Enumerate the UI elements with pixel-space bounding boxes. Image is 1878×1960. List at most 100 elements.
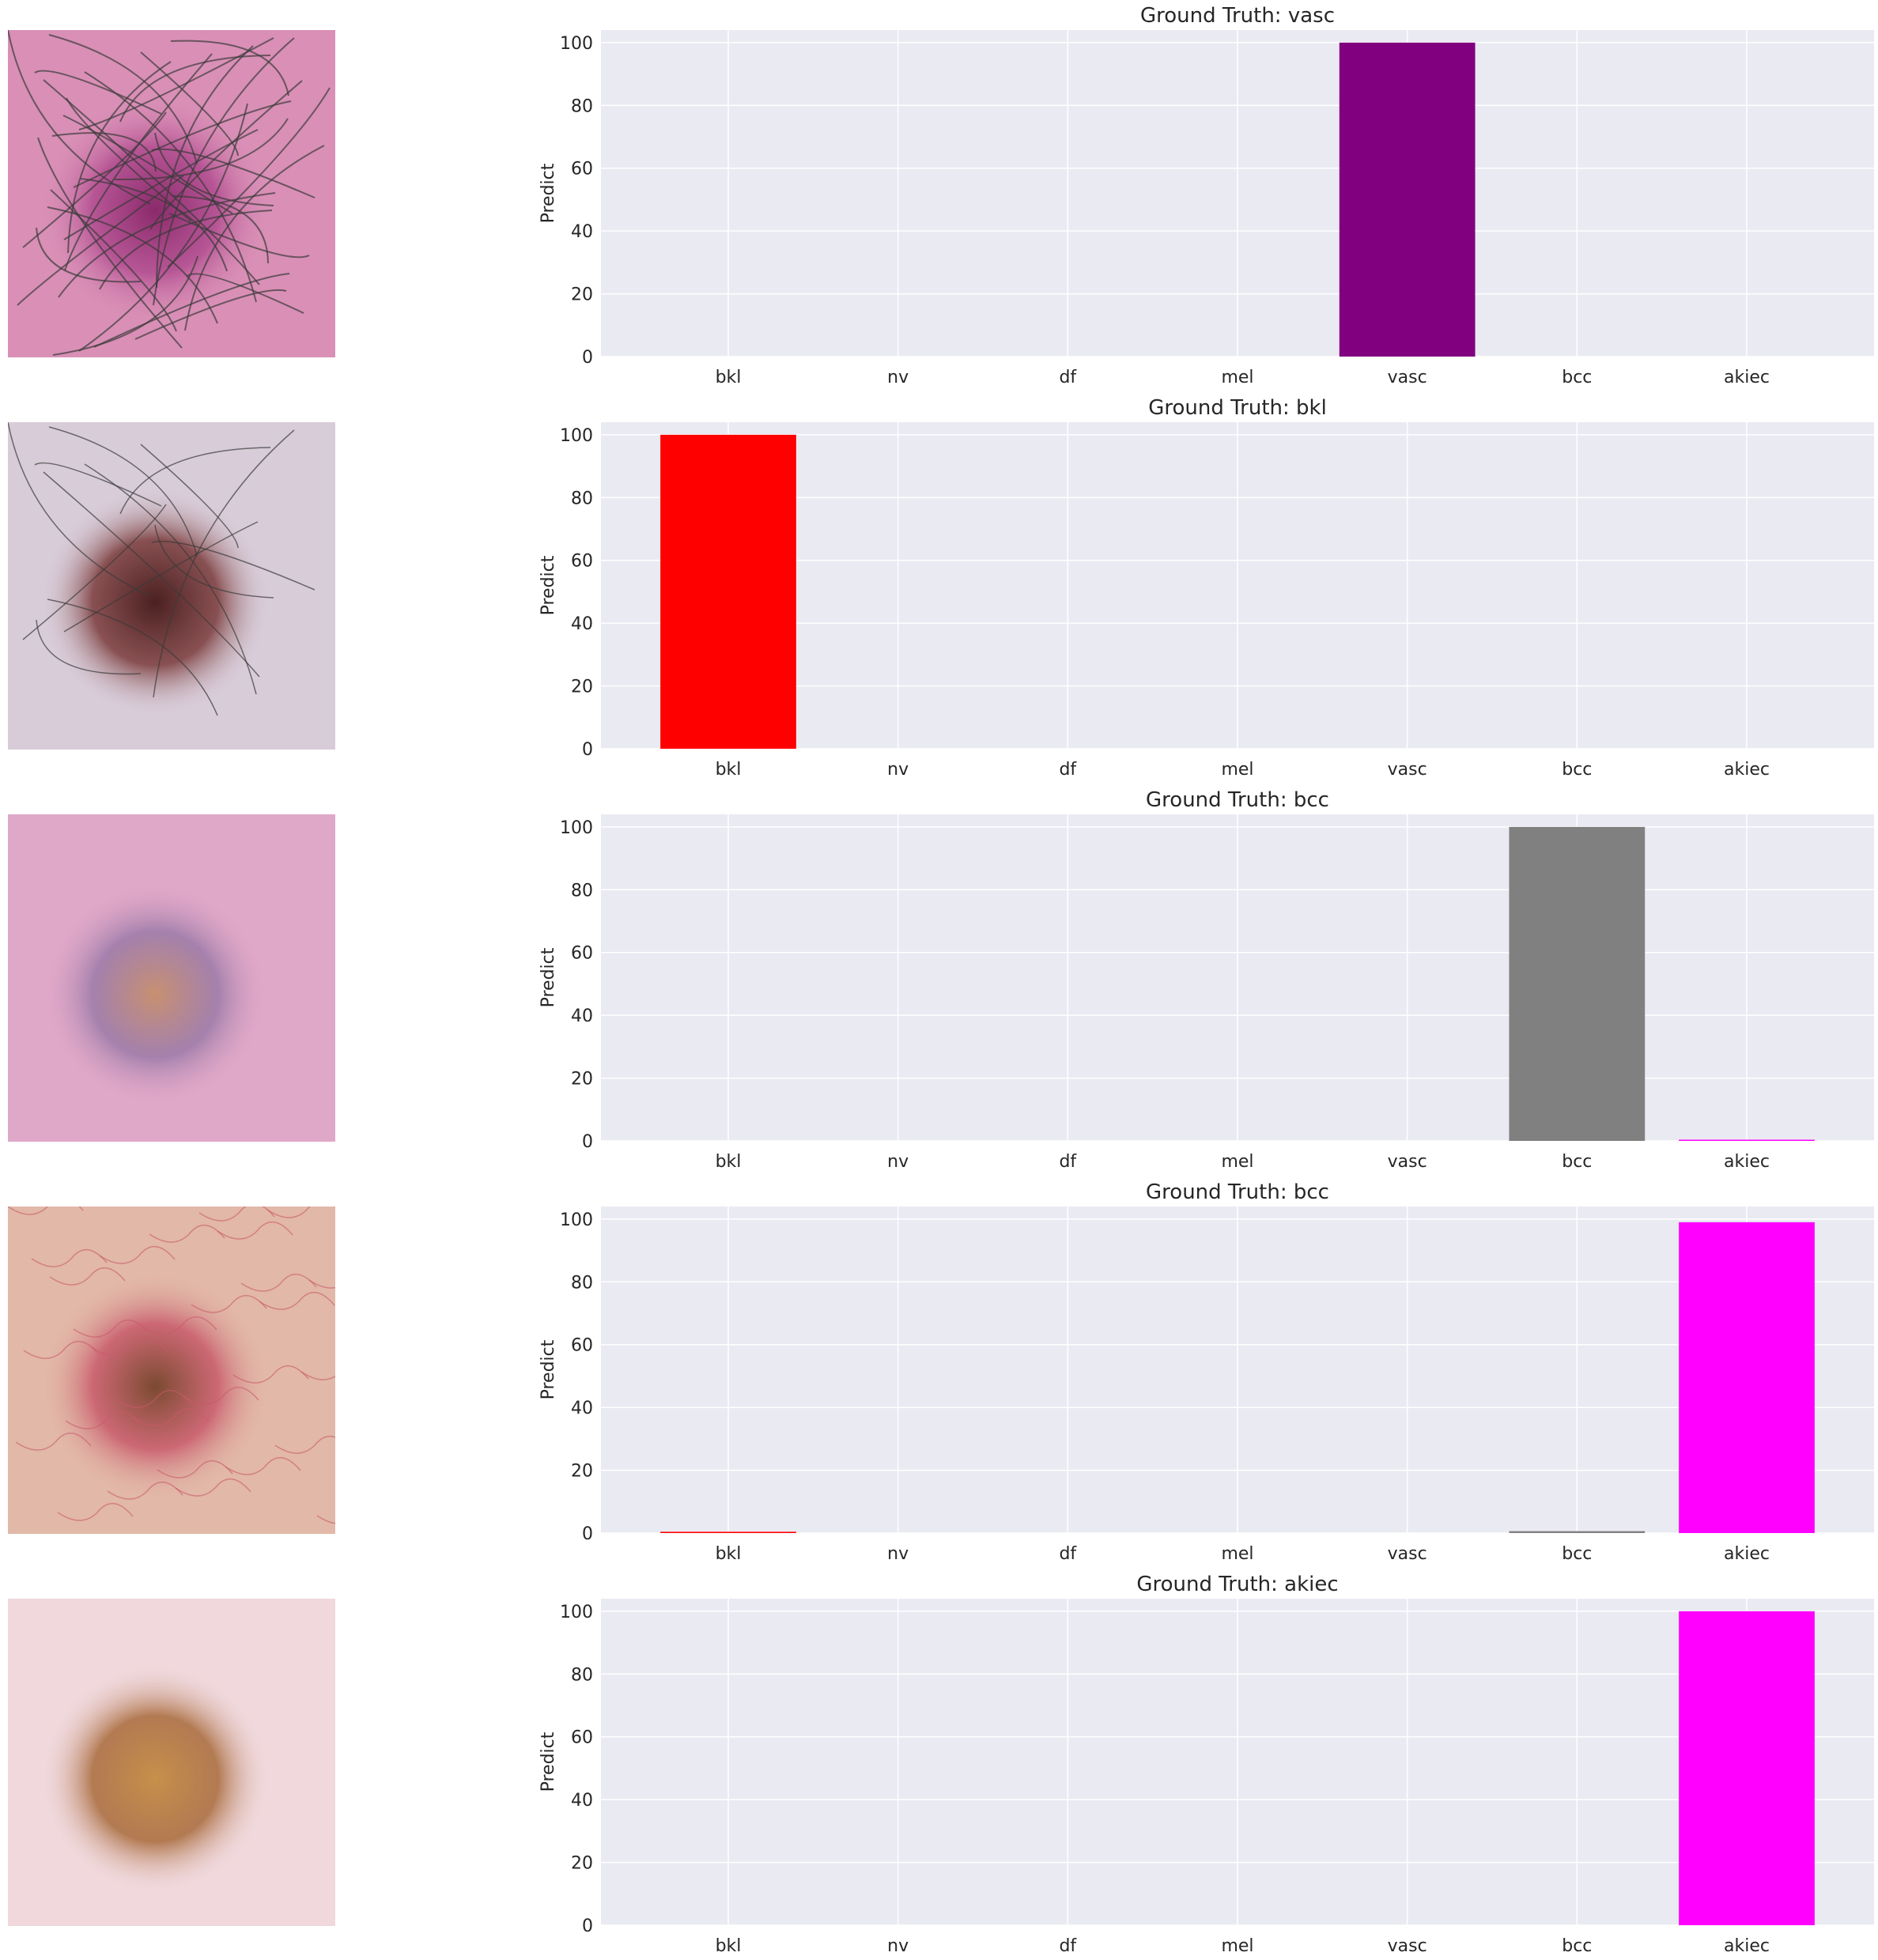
lesion-area [8, 1207, 335, 1534]
hair-strand [153, 37, 295, 306]
hair-strand [63, 521, 259, 633]
chart-row-4: 0 20 40 60 80 100 bkl nv df mel vasc bcc akiec Ground… [0, 1176, 1878, 1568]
x-tick-label: nv [887, 368, 909, 387]
vessel [49, 1267, 126, 1286]
vessel [31, 1249, 108, 1267]
y-tick-label: 60 [571, 944, 593, 964]
vessel [232, 1365, 309, 1384]
vessel [8, 1207, 84, 1215]
y-tick-label: 60 [571, 160, 593, 179]
hair-strand [119, 447, 271, 515]
hair-strand [63, 129, 259, 240]
lesion-photo-bcc-1 [8, 814, 335, 1142]
hair-strand [50, 189, 177, 332]
y-tick-label: 80 [571, 96, 593, 116]
hair-strand [62, 115, 233, 214]
hair-strand [52, 255, 198, 356]
x-tick-label: mel [1221, 1936, 1253, 1956]
x-tick-label: bkl [716, 760, 742, 780]
x-tick-label: vasc [1388, 368, 1427, 387]
y-tick-label: 80 [571, 489, 593, 508]
lesion-area [8, 814, 335, 1142]
hair-strand [64, 53, 213, 271]
y-tick-label: 100 [560, 426, 593, 446]
chart-row-3: 0 20 40 60 80 100 bkl nv df mel vasc bcc akiec Ground… [0, 784, 1878, 1176]
y-tick-label: 0 [582, 1132, 593, 1152]
vessel [300, 1371, 335, 1380]
hair-strand [151, 148, 316, 198]
vessel [99, 1246, 176, 1264]
bar-akiec [1679, 1222, 1815, 1533]
y-axis-label: Predict [538, 1732, 558, 1792]
chart-title: Ground Truth: akiec [1136, 1573, 1338, 1596]
y-tick-label: 100 [560, 1603, 593, 1622]
bar-chart-3: 0 20 40 60 80 100 bkl nv df mel vasc bcc akiec Ground… [538, 788, 1874, 1172]
hair-strand [58, 192, 276, 298]
vessel [225, 1457, 301, 1475]
hair-strand [43, 471, 260, 678]
lesion-area [8, 422, 335, 750]
x-tick-label: bcc [1562, 368, 1592, 387]
hair-strand [48, 34, 198, 164]
hair-strand [47, 206, 218, 324]
x-tick-label: akiec [1724, 368, 1770, 387]
y-tick-label: 20 [571, 678, 593, 697]
hair-strand [8, 30, 151, 205]
bar-bkl [660, 1531, 796, 1533]
x-tick-label: vasc [1388, 760, 1427, 780]
x-tick-label: akiec [1724, 1936, 1770, 1956]
hair-strand [151, 541, 316, 591]
x-tick-label: df [1059, 760, 1077, 780]
x-tick-label: bcc [1562, 760, 1592, 780]
bar-chart-2: 0 20 40 60 80 100 bkl nv df mel vasc bcc akiec Ground… [538, 396, 1874, 780]
y-tick-label: 60 [571, 1728, 593, 1748]
vessel [65, 1411, 142, 1429]
hair-strand [51, 132, 157, 172]
y-tick-label: 100 [560, 34, 593, 54]
hair-strand [78, 103, 248, 352]
x-tick-label: bkl [716, 1936, 742, 1956]
x-tick-label: nv [887, 1936, 909, 1956]
hair-strand [48, 426, 198, 557]
x-tick-label: vasc [1388, 1152, 1427, 1172]
hair-strand [34, 462, 162, 507]
hair-strand [67, 61, 172, 254]
x-tick-label: mel [1221, 1544, 1253, 1564]
y-tick-label: 20 [571, 1462, 593, 1482]
hair-strand [78, 37, 274, 130]
y-axis-label: Predict [538, 1339, 558, 1399]
y-tick-label: 80 [571, 881, 593, 901]
y-tick-label: 100 [560, 1210, 593, 1230]
hair-strand [156, 45, 254, 289]
hair-strand [140, 51, 239, 157]
vessel [15, 1433, 92, 1451]
lesion-area [8, 1599, 335, 1926]
vessel [316, 1515, 335, 1524]
vessel [141, 1316, 217, 1335]
hair-strand [149, 80, 303, 230]
x-tick-label: df [1059, 368, 1077, 387]
lesion-photo-bkl [8, 422, 335, 750]
x-tick-label: nv [887, 760, 909, 780]
lesion-photo-bcc-2 [8, 1207, 335, 1534]
hair-strand [167, 87, 331, 268]
x-tick-label: bcc [1562, 1936, 1592, 1956]
x-tick-label: bcc [1562, 1152, 1592, 1172]
vessel [259, 1292, 335, 1310]
vessel [266, 1207, 335, 1218]
x-tick-label: akiec [1724, 760, 1770, 780]
vessel [308, 1279, 335, 1289]
x-tick-label: nv [887, 1152, 909, 1172]
x-tick-label: vasc [1388, 1936, 1427, 1956]
hair-strand [8, 422, 151, 597]
hair-strand [17, 175, 184, 306]
x-tick-label: bkl [716, 368, 742, 387]
chart-title: Ground Truth: bkl [1148, 396, 1327, 420]
y-tick-label: 80 [571, 1665, 593, 1685]
vessel [175, 1478, 251, 1497]
x-tick-label: nv [887, 1544, 909, 1564]
hair-strand [84, 463, 257, 695]
vessel [133, 1408, 210, 1426]
hair-strand [34, 70, 162, 115]
bar-akiec [1679, 1139, 1815, 1141]
